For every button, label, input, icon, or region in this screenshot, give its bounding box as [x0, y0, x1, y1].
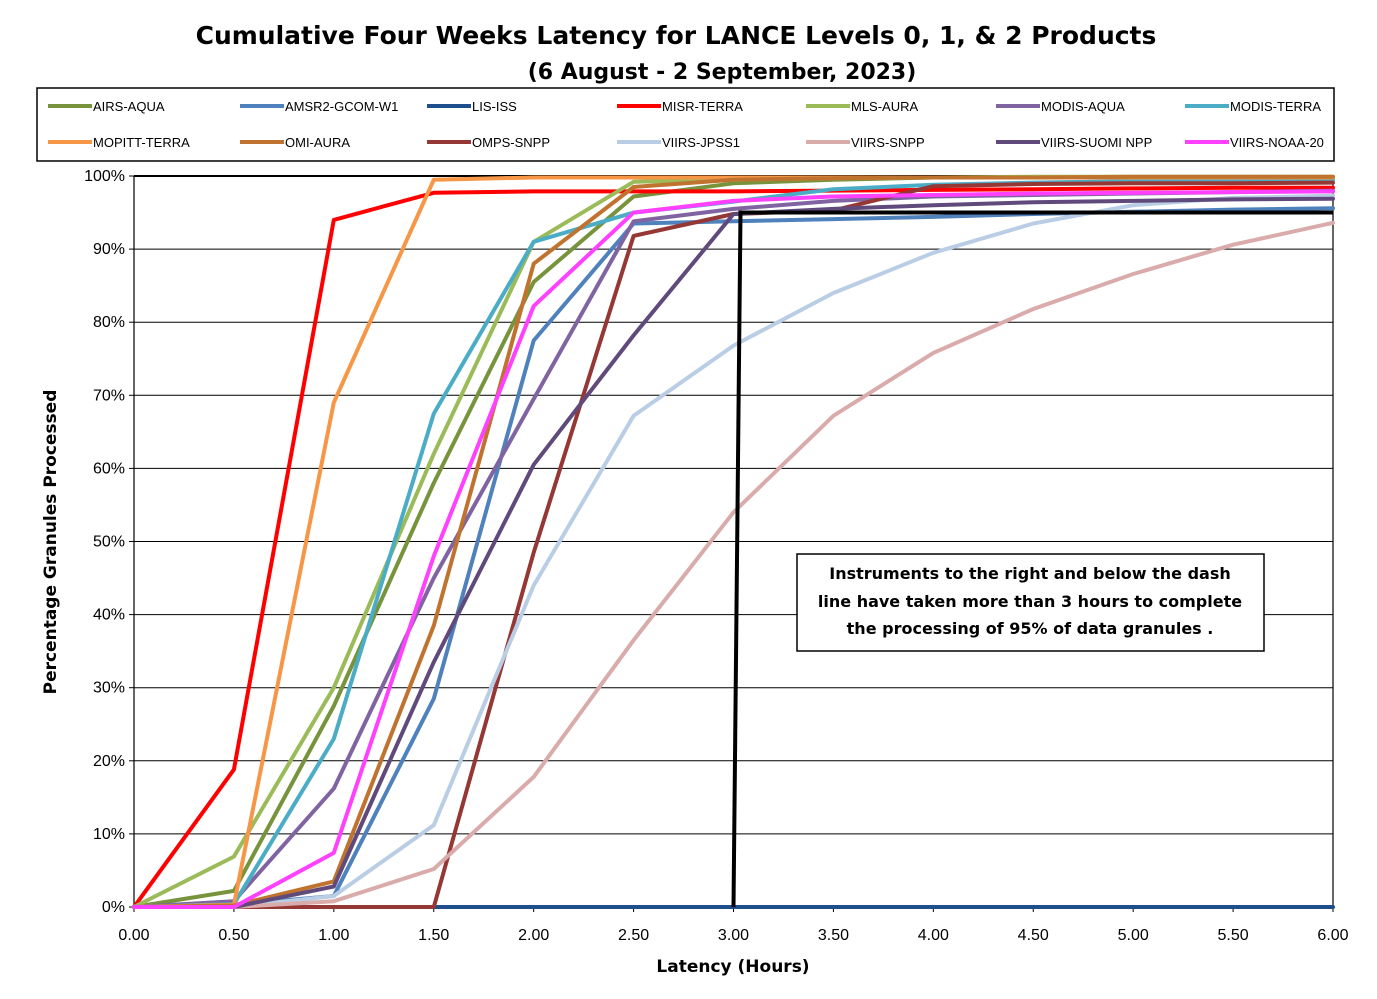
x-tick-label: 0.50	[218, 927, 249, 944]
legend-label-modis-terra: MODIS-TERRA	[1230, 99, 1321, 114]
x-tick-label: 5.50	[1218, 927, 1249, 944]
x-tick-label: 4.00	[918, 927, 949, 944]
annotation-line-2: line have taken more than 3 hours to com…	[818, 592, 1242, 611]
y-tick-label: 70%	[93, 387, 125, 404]
x-tick-label: 4.50	[1018, 927, 1049, 944]
threshold-line	[731, 210, 1333, 908]
series-line-omi-aura	[132, 174, 1335, 909]
y-tick-label: 50%	[93, 534, 125, 551]
annotation-line-1: Instruments to the right and below the d…	[829, 564, 1231, 583]
x-tick-label: 1.00	[318, 927, 349, 944]
legend-label-modis-aqua: MODIS-AQUA	[1041, 99, 1125, 114]
x-tick-label: 2.50	[618, 927, 649, 944]
y-tick-label: 30%	[93, 680, 125, 697]
x-tick-label: 1.50	[418, 927, 449, 944]
series-line-viirs-snpp	[132, 220, 1335, 909]
legend-label-viirs-suomi-npp: VIIRS-SUOMI NPP	[1041, 135, 1152, 150]
legend-label-omi-aura: OMI-AURA	[285, 135, 350, 150]
x-tick-label: 2.00	[518, 927, 549, 944]
y-tick-label: 80%	[93, 314, 125, 331]
x-tick-label: 5.00	[1118, 927, 1149, 944]
annotation-box: Instruments to the right and below the d…	[796, 553, 1265, 652]
x-axis-label: Latency (Hours)	[656, 957, 809, 977]
series-line-viirs-jpss1	[132, 193, 1335, 909]
x-tick-label: 6.00	[1317, 927, 1348, 944]
legend-label-airs-aqua: AIRS-AQUA	[93, 99, 165, 114]
x-tick-label: 3.00	[718, 927, 749, 944]
y-tick-label: 100%	[84, 168, 125, 185]
legend-label-omps-snpp: OMPS-SNPP	[472, 135, 550, 150]
y-tick-label: 10%	[93, 826, 125, 843]
legend-label-amsr2-gcom-w1: AMSR2-GCOM-W1	[285, 99, 398, 114]
annotation-frame	[796, 553, 1265, 652]
y-axis: 0% 10% 20% 30% 40% 50% 60% 70% 80% 90% 100%	[84, 168, 1334, 916]
x-tick-label: 0.00	[118, 927, 149, 944]
legend-label-mls-aura: MLS-AURA	[851, 99, 919, 114]
legend: AIRS-AQUA AMSR2-GCOM-W1 LIS-ISS MISR-TERRA M…	[36, 87, 1335, 162]
legend-label-viirs-snpp: VIIRS-SNPP	[851, 135, 925, 150]
x-tick-label: 3.50	[818, 927, 849, 944]
legend-label-viirs-jpss1: VIIRS-JPSS1	[662, 135, 740, 150]
y-tick-label: 90%	[93, 241, 125, 258]
x-axis: 0.00 0.50 1.00 1.50 2.00 2.50 3.00 3.50 4.00 4.50…	[118, 907, 1349, 944]
y-axis-label: Percentage Granules Processed	[41, 390, 61, 695]
annotation-line-3: the processing of 95% of data granules .	[847, 619, 1214, 638]
series-line-viirs-suomi-npp	[132, 196, 1335, 909]
y-tick-label: 40%	[93, 607, 125, 624]
legend-label-lis-iss: LIS-ISS	[472, 99, 517, 114]
legend-label-misr-terra: MISR-TERRA	[662, 99, 743, 114]
series-line-viirs-noaa-20	[132, 189, 1335, 909]
legend-label-mopitt-terra: MOPITT-TERRA	[93, 135, 190, 150]
series-line-misr-terra	[132, 185, 1335, 909]
legend-box	[36, 87, 1335, 162]
y-tick-label: 60%	[93, 460, 125, 477]
legend-label-viirs-noaa-20: VIIRS-NOAA-20	[1230, 135, 1324, 150]
y-tick-label: 20%	[93, 753, 125, 770]
chart-subtitle: (6 August - 2 September, 2023)	[528, 60, 917, 85]
chart-title: Cumulative Four Weeks Latency for LANCE …	[196, 21, 1157, 50]
series-lines	[132, 174, 1335, 909]
threshold-reference-line	[731, 210, 1333, 908]
y-tick-label: 0%	[102, 899, 125, 916]
